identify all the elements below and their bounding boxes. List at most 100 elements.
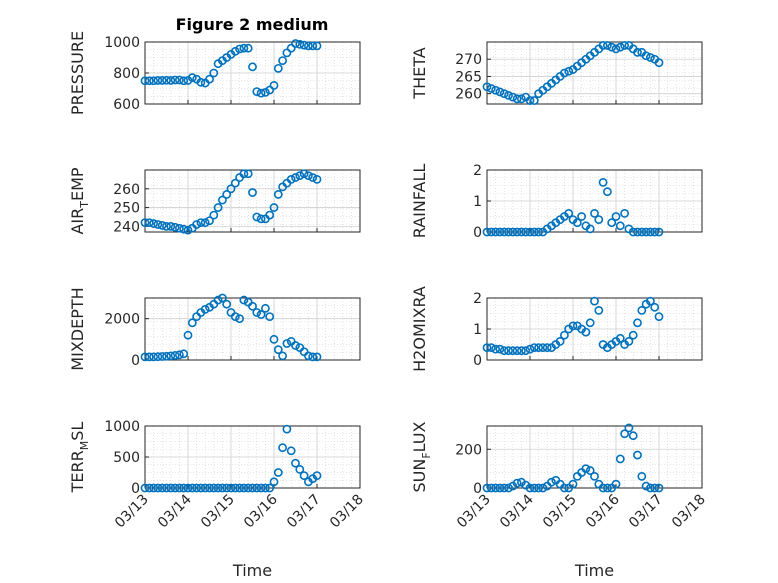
data-point: [230, 46, 240, 56]
data-point: [646, 227, 655, 237]
y-tick-label: 240: [113, 219, 140, 235]
data-point: [260, 87, 270, 97]
data-point: [650, 227, 660, 237]
y-tick-label: 250: [113, 201, 140, 217]
data-point: [153, 76, 163, 85]
data-point: [512, 346, 522, 356]
data-point: [495, 87, 505, 97]
data-point: [248, 62, 257, 72]
y-tick-label: 800: [113, 66, 140, 82]
data-point: [512, 478, 522, 488]
data-point: [187, 318, 197, 328]
data-point: [256, 214, 266, 224]
data-point: [646, 296, 655, 306]
data-point: [166, 483, 176, 493]
data-point: [615, 221, 625, 231]
x-tick-label: 03/17: [626, 492, 666, 532]
data-point: [585, 318, 595, 328]
data-point: [512, 227, 522, 237]
data-point: [628, 330, 638, 340]
data-point: [252, 483, 262, 493]
data-point: [312, 471, 322, 480]
data-point: [495, 483, 505, 493]
data-point: [637, 305, 647, 315]
data-point: [482, 483, 492, 493]
axes-mixdepth: 0 2000 MIXDEPTH: [68, 287, 361, 371]
data-point: [641, 227, 651, 237]
data-point: [269, 334, 279, 344]
data-point: [196, 218, 206, 228]
data-point: [624, 336, 634, 346]
data-point: [611, 44, 621, 54]
x-tick-label: 03/18: [669, 492, 709, 532]
data-point: [525, 483, 535, 493]
data-point: [278, 351, 287, 361]
data-point: [482, 227, 492, 237]
data-point: [140, 483, 150, 493]
data-point: [482, 343, 492, 352]
data-point: [291, 458, 300, 468]
data-point: [282, 424, 292, 434]
data-point: [153, 483, 163, 493]
data-point: [603, 187, 612, 197]
data-point: [157, 483, 167, 493]
data-point: [278, 56, 287, 65]
data-point: [525, 96, 535, 105]
data-point: [295, 171, 305, 181]
data-point: [166, 76, 176, 85]
data-point: [491, 344, 500, 354]
data-point: [299, 169, 309, 179]
y-axis-label: PRESSURE: [68, 31, 87, 115]
x-tick-label: 03/14: [155, 491, 195, 531]
data-point: [200, 483, 210, 493]
axes-rainfall: 0 1 2 RAINFALL: [410, 163, 703, 241]
data-point: [611, 212, 621, 221]
data-point: [174, 483, 184, 493]
data-point: [153, 352, 163, 362]
data-point: [252, 308, 262, 317]
y-tick-label: 1000: [104, 419, 140, 435]
axes-box: [144, 41, 361, 105]
data-point: [162, 351, 171, 361]
data-point: [162, 483, 171, 493]
data-point: [162, 75, 171, 85]
data-point: [654, 58, 664, 68]
data-point: [654, 227, 664, 237]
data-point: [308, 352, 318, 362]
y-tick-label: 2: [473, 291, 482, 307]
axes-box: [486, 169, 703, 233]
data-point: [508, 92, 518, 102]
data-point: [170, 483, 180, 493]
data-point: [205, 483, 214, 493]
data-point: [650, 483, 660, 493]
data-point: [144, 76, 154, 86]
data-point: [149, 483, 158, 493]
data-point: [174, 75, 184, 85]
data-point: [265, 210, 275, 220]
x-axis-label: Time: [574, 561, 614, 580]
data-point: [538, 483, 548, 493]
data-point: [196, 77, 206, 87]
data-point: [183, 330, 193, 340]
data-point: [486, 343, 496, 352]
data-point: [603, 41, 612, 50]
data-point: [209, 68, 219, 78]
y-tick-label: 260: [113, 182, 140, 198]
data-point: [529, 96, 539, 105]
data-point: [273, 63, 283, 73]
x-tick-label: 03/16: [583, 491, 623, 531]
data-point: [603, 483, 612, 493]
data-point: [512, 94, 522, 104]
data-point: [209, 483, 219, 493]
data-point: [529, 343, 539, 352]
data-point: [265, 85, 275, 95]
data-point: [183, 483, 193, 493]
data-point: [581, 464, 591, 474]
y-tick-label: 0: [473, 225, 482, 241]
data-point: [248, 483, 257, 493]
data-point: [581, 327, 591, 337]
data-point: [577, 212, 586, 221]
data-point: [162, 221, 171, 231]
y-tick-label: 200: [455, 442, 482, 458]
